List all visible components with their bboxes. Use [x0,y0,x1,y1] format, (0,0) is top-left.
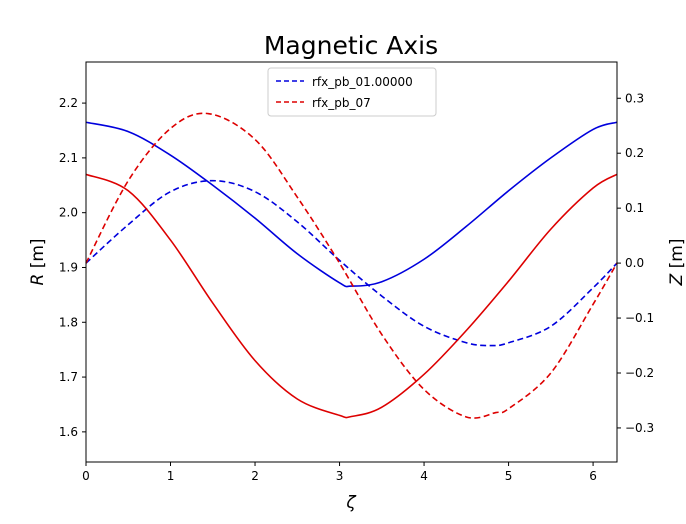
legend: rfx_pb_01.00000 rfx_pb_07 [267,67,437,117]
left-y-axis-label: R [m] [28,238,48,285]
right-y-tick-label: −0.2 [625,366,654,380]
x-axis-label: ζ [345,493,357,513]
right-y-tick-label: 0.3 [625,91,644,105]
x-tick-label: 3 [336,469,344,483]
legend-box [267,67,437,117]
chart-title: Magnetic Axis [264,31,438,60]
left-y-tick-label: 1.7 [59,370,78,384]
right-y-axis-symbol: Z [667,273,686,286]
x-tick-label: 1 [167,469,175,483]
legend-label-blue: rfx_pb_01.00000 [312,75,413,89]
plot-lines [85,112,618,419]
right-y-tick-label: −0.3 [625,421,654,435]
legend-label-red: rfx_pb_07 [312,96,371,110]
right-y-axis-unit: [m] [667,239,686,274]
left-y-axis-unit: [m] [28,238,48,273]
left-y-tick-label: 2.1 [59,151,78,165]
left-y-axis-symbol: R [28,274,48,286]
right-y-tick-label: 0.2 [625,146,644,160]
x-tick-label: 5 [505,469,513,483]
series-line-0-r-left [85,121,618,288]
right-y-tick-label: 0.0 [625,256,644,270]
series-line-3-z-right [85,112,618,419]
right-y-tick-label: 0.1 [625,201,644,215]
left-y-tick-label: 2.0 [59,206,78,220]
right-y-tick-label: −0.1 [625,311,654,325]
x-tick-label: 0 [82,469,90,483]
x-tick-label: 2 [251,469,259,483]
right-y-axis-label: Z [m] [667,239,686,287]
left-y-tick-label: 1.8 [59,315,78,329]
left-y-tick-label: 1.9 [59,260,78,274]
x-tick-label: 6 [589,469,597,483]
axis-ticks: 0 1 2 3 4 5 6 1.6 1.7 1.8 1.9 2.0 2.1 2.2 −0.3 −0.2 −0.1… [59,91,654,483]
x-tick-label: 4 [420,469,428,483]
left-y-tick-label: 2.2 [59,96,78,110]
series-line-1-z-right [85,179,618,347]
left-y-tick-label: 1.6 [59,425,78,439]
plot-frame [85,61,618,463]
series-line-2-r-left [85,173,618,419]
